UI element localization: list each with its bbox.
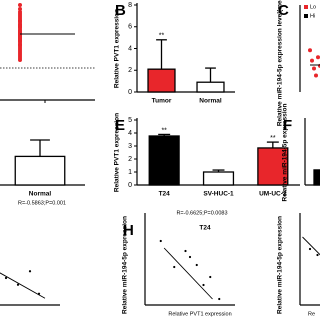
- bar: [313, 169, 320, 186]
- legend-swatch: [304, 5, 308, 9]
- y-tick-label: 1: [128, 169, 132, 176]
- point: [308, 48, 312, 53]
- bar: [202, 171, 235, 186]
- y-axis-title: Relative miR-194-5p expression level(mea…: [277, 0, 284, 126]
- panel-label: B: [115, 2, 126, 19]
- point: [316, 55, 320, 60]
- point: [16, 283, 20, 286]
- fit-line: [302, 236, 320, 256]
- y-tick-label: 6: [128, 24, 132, 31]
- x-tick-label: Tumor: [152, 98, 172, 105]
- bar: [147, 68, 176, 93]
- x-tick-label: UM-UC-3: [259, 191, 287, 198]
- significance: **: [270, 135, 276, 142]
- point: [308, 247, 312, 251]
- x-tick-label: T24: [159, 191, 171, 198]
- x-tick-label: Normal: [29, 191, 52, 198]
- y-tick-label: 5: [128, 117, 132, 124]
- point: [18, 58, 22, 62]
- point: [28, 270, 32, 273]
- y-tick-label: 0: [128, 182, 132, 189]
- point: [159, 239, 162, 243]
- panel-title: T24: [199, 225, 211, 232]
- significance: **: [159, 33, 165, 40]
- y-tick-label: 3: [128, 143, 132, 150]
- y-axis-title: Relative miR-194-5p expression: [122, 216, 129, 314]
- panel-label: C: [278, 2, 289, 19]
- panel-label: F: [283, 117, 292, 134]
- annotation: R=-0.5863;P=0.001: [18, 200, 66, 206]
- legend-label: Lo: [310, 4, 316, 10]
- fit-line: [0, 272, 46, 299]
- y-tick-label: 2: [128, 156, 132, 163]
- legend-label: Hi: [310, 13, 315, 19]
- bar: [196, 81, 225, 93]
- point: [184, 249, 187, 253]
- panel-label: H: [123, 222, 134, 239]
- point: [312, 66, 316, 71]
- y-axis-title: Relative miR-194-5p expression: [277, 216, 284, 314]
- point: [316, 253, 319, 257]
- y-axis-title: Relative PVT1 expression: [114, 9, 121, 88]
- y-tick-label: 8: [128, 2, 132, 9]
- point: [209, 275, 212, 279]
- point: [195, 263, 198, 267]
- panel-label: E: [115, 117, 125, 134]
- significance: **: [161, 127, 167, 134]
- y-tick-label: 4: [128, 130, 132, 137]
- x-tick-label: SV-HUC-1: [203, 191, 234, 198]
- fit-line: [163, 247, 213, 300]
- y-tick-label: 4: [128, 45, 132, 52]
- point: [314, 73, 318, 78]
- point: [310, 58, 314, 63]
- point: [18, 3, 22, 7]
- x-axis-title: Re: [308, 311, 315, 317]
- point: [173, 265, 176, 269]
- point: [218, 297, 221, 301]
- point: [188, 255, 192, 259]
- y-tick-label: 0: [128, 89, 132, 96]
- annotation: R=-0.6625;P=0.0083: [176, 210, 227, 216]
- bar: [148, 135, 180, 186]
- y-axis-title: Relative PVT1 expression: [114, 113, 121, 192]
- y-axis-title: Relative miR-194-5p expression: [282, 104, 289, 202]
- point: [202, 283, 205, 287]
- legend-swatch: [304, 14, 308, 18]
- x-axis-title: Relative PVT1 expression: [168, 311, 231, 317]
- x-tick-label: Normal: [199, 98, 222, 105]
- point: [18, 7, 22, 11]
- point: [4, 276, 8, 280]
- y-tick-label: 2: [128, 67, 132, 74]
- bar: [257, 147, 289, 186]
- bar: [14, 155, 66, 186]
